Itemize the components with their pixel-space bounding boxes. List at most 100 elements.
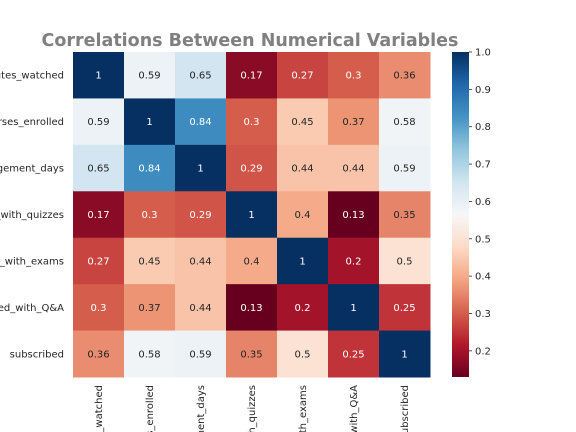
heatmap-cell — [175, 52, 227, 99]
heatmap-cell-label: 1 — [95, 71, 101, 82]
heatmap-cell-label: 0.13 — [240, 303, 262, 314]
heatmap-cell — [379, 191, 431, 239]
heatmap-cell — [124, 52, 176, 99]
x-axis-tick-labels: s_watched s_enrolled nent_days h_quizzes ith… — [94, 385, 411, 432]
heatmap-cell — [175, 330, 227, 378]
heatmap-cell-label: 0.65 — [189, 71, 211, 82]
heatmap-cell-label: 0.4 — [295, 210, 311, 221]
heatmap-cell — [226, 191, 278, 239]
heatmap-cell — [226, 284, 278, 332]
heatmap-cell-label: 0.44 — [291, 164, 313, 175]
colorbar-tick-label: 0.7 — [475, 160, 491, 171]
heatmap-cell — [379, 144, 431, 192]
heatmap-cell-label: 0.3 — [142, 210, 158, 221]
heatmap-cell-label: 0.44 — [342, 164, 364, 175]
heatmap-cell — [379, 52, 431, 99]
heatmap-cell — [226, 144, 278, 192]
heatmap-cell — [124, 191, 176, 239]
heatmap-cell — [379, 98, 431, 146]
heatmap-cell — [124, 284, 176, 332]
colorbar-tick-label: 0.4 — [475, 272, 491, 283]
heatmap-cell-label: 0.84 — [189, 117, 211, 128]
heatmap-cell-label: 0.2 — [346, 256, 362, 267]
heatmap-cell — [73, 98, 125, 146]
heatmap-cell-label: 0.59 — [87, 117, 109, 128]
heatmap-cell — [226, 330, 278, 378]
heatmap-cell-label: 0.29 — [240, 164, 262, 175]
colorbar-gradient — [452, 52, 469, 377]
heatmap-cell-label: 0.44 — [189, 303, 211, 314]
heatmap-cell-label: 0.3 — [244, 117, 260, 128]
heatmap-cell-label: 0.35 — [393, 210, 415, 221]
heatmap-cell — [124, 237, 176, 285]
heatmap-cell — [277, 144, 329, 192]
heatmap-cell-label: 0.45 — [291, 117, 313, 128]
heatmap-cell — [277, 52, 329, 99]
heatmap-cell-label: 1 — [197, 164, 203, 175]
colorbar-tick-label: 1.0 — [475, 48, 491, 59]
y-tick-label: nutes_watched — [0, 71, 64, 82]
heatmap-cell — [124, 144, 176, 192]
heatmap-cell — [379, 330, 431, 378]
y-tick-label: agement_days — [0, 164, 64, 175]
heatmap-cells — [73, 52, 431, 378]
heatmap-cell-labels: 1 0.59 0.65 0.17 0.27 0.3 0.36 0.59 1 0.84 0.3 0.45… — [87, 71, 415, 361]
heatmap-cell — [328, 191, 380, 239]
heatmap-cell — [73, 330, 125, 378]
x-tick-label: ith_exams — [298, 385, 309, 432]
colorbar-tick-label: 0.6 — [475, 197, 491, 208]
heatmap-cell-label: 0.45 — [138, 256, 160, 267]
heatmap-cell-label: 0.58 — [393, 117, 415, 128]
x-tick-label: nent_days — [196, 385, 207, 432]
heatmap-cell — [226, 98, 278, 146]
heatmap-cell — [277, 330, 329, 378]
heatmap-cell-label: 0.58 — [138, 349, 160, 360]
heatmap-cell-label: 0.59 — [393, 164, 415, 175]
heatmap-cell — [73, 144, 125, 192]
heatmap-cell — [226, 52, 278, 99]
y-tick-label: l_with_quizzes — [0, 210, 64, 221]
heatmap-cell — [328, 98, 380, 146]
heatmap-cell-label: 0.25 — [342, 349, 364, 360]
heatmap-cell — [277, 98, 329, 146]
heatmap-cell-label: 0.37 — [138, 303, 160, 314]
y-axis-tick-labels: nutes_watched urses_enrolled agement_daysl… — [0, 71, 64, 361]
heatmap-cell-label: 0.3 — [91, 303, 107, 314]
colorbar-tick-label: 0.5 — [475, 234, 491, 245]
heatmap-cell — [277, 191, 329, 239]
heatmap-cell-label: 0.5 — [397, 256, 413, 267]
heatmap-cell-label: 0.17 — [240, 71, 262, 82]
heatmap-cell-label: 1 — [146, 117, 152, 128]
heatmap-cell — [73, 284, 125, 332]
colorbar-tick-label: 0.3 — [475, 309, 491, 320]
heatmap-cell-label: 0.4 — [244, 256, 260, 267]
chart-title: Correlations Between Numerical Variables — [42, 31, 459, 51]
heatmap-cell-label: 0.59 — [138, 71, 160, 82]
heatmap-cell — [175, 237, 227, 285]
heatmap-cell — [379, 237, 431, 285]
x-tick-label: s_enrolled — [145, 385, 156, 432]
heatmap-cell — [175, 144, 227, 192]
y-tick-label: subscribed — [10, 349, 64, 360]
heatmap-cell-label: 1 — [401, 349, 407, 360]
heatmap-cell-label: 1 — [350, 303, 356, 314]
heatmap-cell-label: 0.44 — [189, 256, 211, 267]
heatmap-cell — [73, 52, 125, 99]
colorbar-tick-label: 0.9 — [475, 85, 491, 96]
heatmap-cell — [328, 144, 380, 192]
heatmap-cell-label: 0.5 — [295, 349, 311, 360]
heatmap-cell-label: 1 — [248, 210, 254, 221]
heatmap-cell-label: 0.65 — [87, 164, 109, 175]
heatmap-cell-label: 0.27 — [291, 71, 313, 82]
y-tick-label: ged_with_Q&A — [0, 303, 64, 314]
heatmap-cell-label: 0.17 — [87, 210, 109, 221]
heatmap-cell-label: 0.37 — [342, 117, 364, 128]
colorbar-tick-label: 0.8 — [475, 122, 491, 133]
heatmap-cell — [73, 191, 125, 239]
heatmap-cell-label: 0.25 — [393, 303, 415, 314]
heatmap-cell — [73, 237, 125, 285]
heatmap-cell — [328, 52, 380, 99]
heatmap-cell — [328, 284, 380, 332]
